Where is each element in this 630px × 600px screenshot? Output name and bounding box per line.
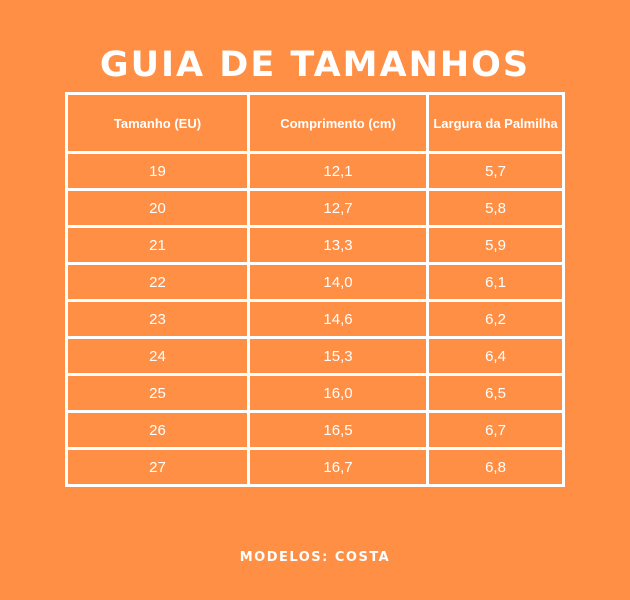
cell-size-eu: 26 bbox=[65, 410, 250, 450]
table-row: 23 14,6 6,2 bbox=[65, 299, 565, 339]
models-footer: MODELOS: COSTA bbox=[239, 550, 391, 565]
table-row: 22 14,0 6,1 bbox=[65, 262, 565, 302]
cell-size-eu: 25 bbox=[65, 373, 250, 413]
table-row: 25 16,0 6,5 bbox=[65, 373, 565, 413]
cell-length-cm: 16,5 bbox=[247, 410, 429, 450]
table-row: 24 15,3 6,4 bbox=[65, 336, 565, 376]
cell-size-eu: 19 bbox=[65, 151, 250, 191]
table-row: 27 16,7 6,8 bbox=[65, 447, 565, 487]
cell-length-cm: 14,6 bbox=[247, 299, 429, 339]
cell-insole-width: 6,7 bbox=[426, 410, 565, 450]
cell-insole-width: 6,1 bbox=[426, 262, 565, 302]
cell-insole-width: 6,5 bbox=[426, 373, 565, 413]
cell-length-cm: 12,7 bbox=[247, 188, 429, 228]
cell-insole-width: 6,8 bbox=[426, 447, 565, 487]
table-row: 19 12,1 5,7 bbox=[65, 151, 565, 191]
cell-size-eu: 27 bbox=[65, 447, 250, 487]
cell-length-cm: 13,3 bbox=[247, 225, 429, 265]
table-header-row: Tamanho (EU) Comprimento (cm) Largura da… bbox=[65, 92, 565, 154]
page-title: GUIA DE TAMANHOS bbox=[99, 45, 531, 85]
cell-length-cm: 15,3 bbox=[247, 336, 429, 376]
header-insole-width: Largura da Palmilha bbox=[426, 92, 565, 154]
cell-size-eu: 24 bbox=[65, 336, 250, 376]
cell-insole-width: 5,9 bbox=[426, 225, 565, 265]
cell-size-eu: 20 bbox=[65, 188, 250, 228]
cell-insole-width: 5,7 bbox=[426, 151, 565, 191]
cell-size-eu: 22 bbox=[65, 262, 250, 302]
table-row: 26 16,5 6,7 bbox=[65, 410, 565, 450]
header-length-cm: Comprimento (cm) bbox=[247, 92, 429, 154]
cell-length-cm: 12,1 bbox=[247, 151, 429, 191]
cell-size-eu: 23 bbox=[65, 299, 250, 339]
header-size-eu: Tamanho (EU) bbox=[65, 92, 250, 154]
table-row: 21 13,3 5,9 bbox=[65, 225, 565, 265]
cell-insole-width: 6,4 bbox=[426, 336, 565, 376]
cell-length-cm: 16,0 bbox=[247, 373, 429, 413]
table-row: 20 12,7 5,8 bbox=[65, 188, 565, 228]
cell-insole-width: 5,8 bbox=[426, 188, 565, 228]
cell-length-cm: 14,0 bbox=[247, 262, 429, 302]
cell-size-eu: 21 bbox=[65, 225, 250, 265]
size-chart-table: Tamanho (EU) Comprimento (cm) Largura da… bbox=[65, 92, 565, 487]
cell-insole-width: 6,2 bbox=[426, 299, 565, 339]
cell-length-cm: 16,7 bbox=[247, 447, 429, 487]
